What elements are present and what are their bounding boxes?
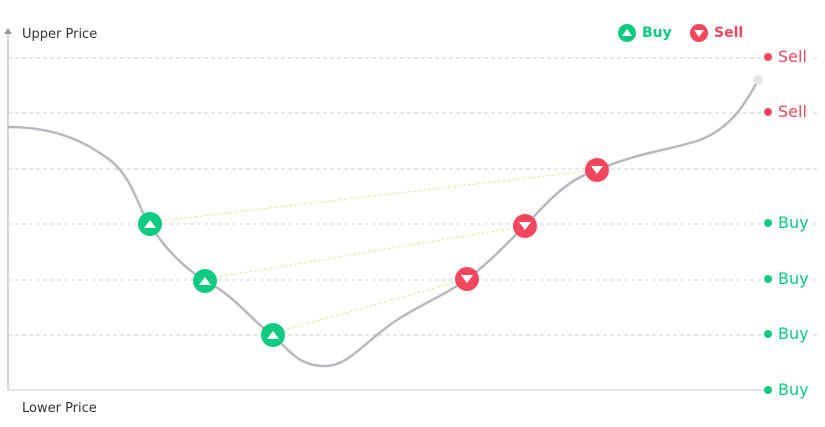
level-label-buy: Buy <box>764 380 813 399</box>
pair-lines <box>149 169 598 334</box>
y-axis-arrow-icon <box>4 28 12 34</box>
triangle-up-circle-icon <box>618 24 636 42</box>
buy-marker <box>138 212 162 236</box>
level-label-buy: Buy <box>764 213 813 232</box>
pair-line <box>204 225 526 280</box>
legend-sell: Sell <box>690 24 743 42</box>
sell-marker <box>585 158 609 182</box>
buy-marker <box>193 269 217 293</box>
legend-buy-label: Buy <box>642 25 672 41</box>
buy-marker <box>261 323 285 347</box>
upper-price-label: Upper Price <box>22 27 98 42</box>
legend-sell-label: Sell <box>714 25 744 41</box>
level-label-sell: Sell <box>764 102 811 121</box>
sell-marker <box>455 267 479 291</box>
legend-buy: Buy <box>618 24 672 42</box>
level-label-buy: Buy <box>764 324 813 343</box>
level-label-sell: Sell <box>764 47 811 66</box>
level-label-buy: Buy <box>764 269 813 288</box>
sell-marker <box>513 214 537 238</box>
buy-markers <box>138 212 285 347</box>
triangle-down-circle-icon <box>690 24 708 42</box>
pair-line <box>272 278 468 334</box>
price-end-point <box>753 75 763 85</box>
pair-line <box>149 169 598 223</box>
price-line <box>7 79 760 368</box>
lower-price-label: Lower Price <box>22 401 97 416</box>
sell-markers <box>455 158 609 291</box>
